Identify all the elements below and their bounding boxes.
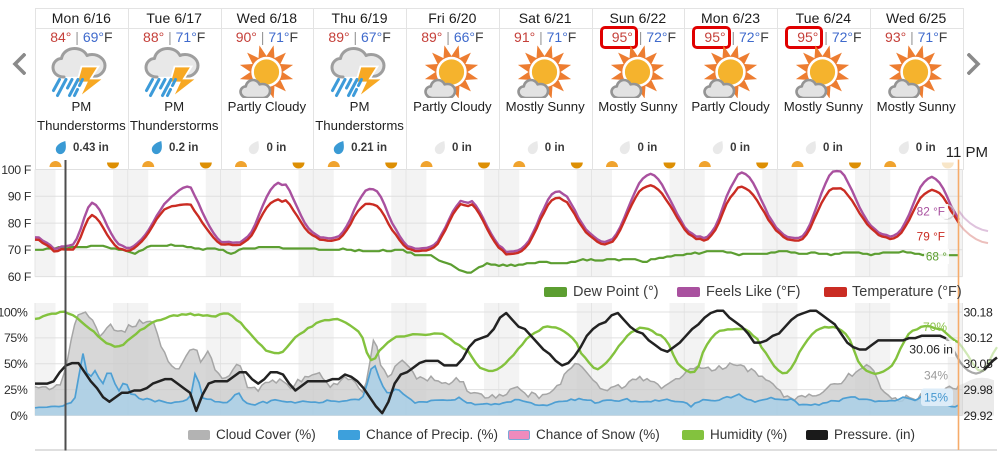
svg-text:30.05: 30.05 bbox=[963, 357, 993, 371]
svg-text:30.18: 30.18 bbox=[963, 305, 993, 319]
svg-text:50%: 50% bbox=[4, 357, 28, 371]
svg-text:29.98: 29.98 bbox=[963, 383, 993, 397]
svg-text:34%: 34% bbox=[924, 369, 948, 383]
svg-text:29.92: 29.92 bbox=[963, 409, 993, 423]
svg-text:100 F: 100 F bbox=[1, 163, 32, 177]
svg-text:68 °: 68 ° bbox=[926, 250, 947, 264]
svg-text:15%: 15% bbox=[924, 391, 948, 405]
svg-text:75%: 75% bbox=[4, 331, 28, 345]
svg-text:90 F: 90 F bbox=[8, 190, 32, 204]
svg-text:30.12: 30.12 bbox=[963, 331, 993, 345]
svg-text:11 PM: 11 PM bbox=[946, 144, 988, 161]
svg-text:80 F: 80 F bbox=[8, 216, 32, 230]
svg-text:79 °F: 79 °F bbox=[917, 230, 945, 244]
svg-text:60 F: 60 F bbox=[8, 270, 32, 284]
svg-text:70 F: 70 F bbox=[8, 243, 32, 257]
svg-text:70%: 70% bbox=[923, 320, 947, 334]
svg-text:0%: 0% bbox=[10, 409, 27, 423]
svg-text:25%: 25% bbox=[4, 383, 28, 397]
svg-text:30.06 in: 30.06 in bbox=[909, 343, 953, 357]
svg-text:100%: 100% bbox=[0, 305, 28, 319]
svg-text:82 °F: 82 °F bbox=[917, 205, 945, 219]
